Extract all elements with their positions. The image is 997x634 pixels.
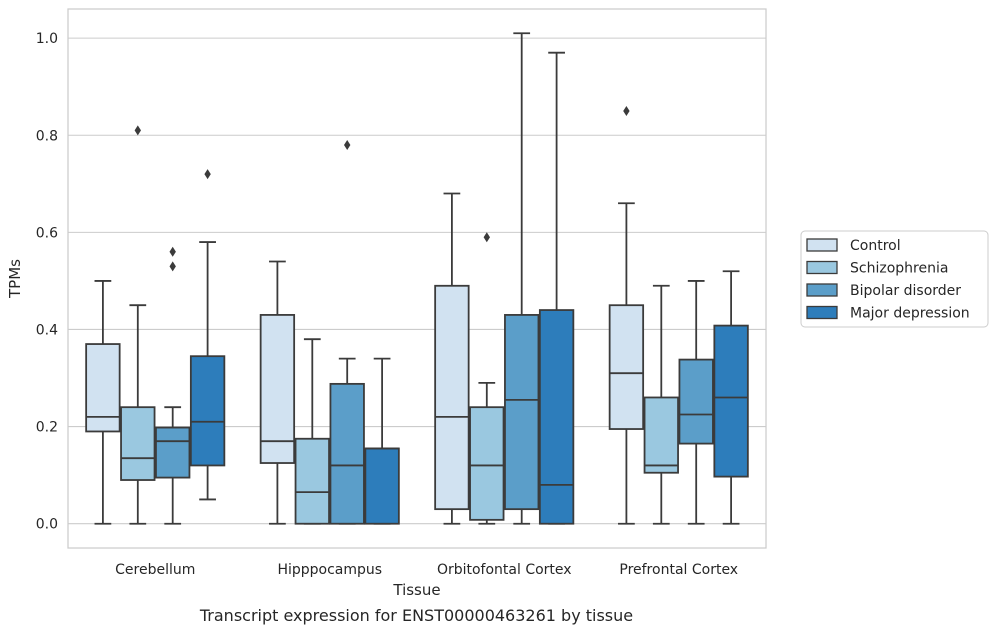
outlier-point [623,105,630,116]
x-tick-label: Orbitofontal Cortex [437,562,572,578]
box-iqr [85,343,121,433]
outlier-point [204,169,211,180]
box-iqr [678,358,714,445]
outlier-point [483,232,490,243]
legend-label: Control [850,238,901,254]
box-iqr [120,406,156,481]
legend-swatch [806,283,838,297]
box-control-orbitofontal-cortex [434,192,470,525]
y-tick-label: 0.6 [36,225,58,241]
box-iqr [364,447,400,525]
outlier-point [169,246,176,257]
box-iqr [469,406,505,521]
box-iqr [713,324,749,478]
box-iqr [329,382,365,525]
box-bipolar-disorder-hipppocampus [329,139,365,525]
x-tick-labels: Cerebellum Hipppocampus Orbitofontal Corte… [115,562,738,578]
y-tick-label: 0.2 [36,420,58,436]
box-control-hipppocampus [259,260,296,525]
y-axis-label: TPMs [6,259,24,299]
box-schizophrenia-prefrontal-cortex [643,284,679,525]
box-iqr [259,314,296,464]
gridlines [68,37,766,525]
box-major-depression-prefrontal-cortex [713,270,749,525]
box-iqr [294,437,330,525]
legend-label: Schizophrenia [850,261,948,277]
y-tick-label: 1.0 [36,31,58,47]
box-bipolar-disorder-cerebellum [155,246,191,525]
box-iqr [189,355,226,467]
outlier-point [134,125,141,136]
outlier-point [344,139,351,150]
box-iqr [643,396,679,474]
plot-frame [67,8,767,549]
box-major-depression-hipppocampus [364,357,400,525]
outlier-point [169,261,176,272]
legend-swatch [806,260,838,275]
box-iqr [538,309,575,525]
legend-swatch [806,238,838,252]
x-tick-label: Prefrontal Cortex [619,562,738,578]
legend-swatch [806,305,838,320]
x-axis-label: Tissue [392,581,440,599]
box-bipolar-disorder-orbitofontal-cortex [504,32,540,525]
x-tick-label: Hipppocampus [277,562,382,578]
chart-caption: Transcript expression for ENST0000046326… [199,606,634,625]
box-iqr [608,304,645,430]
legend-frame [800,230,989,328]
box-iqr [434,284,470,511]
legend-label: Bipolar disorder [850,283,961,299]
y-tick-labels: 0.0 0.2 0.4 0.6 0.8 1.0 [36,31,58,533]
box-schizophrenia-cerebellum [120,125,156,525]
legend: Control Schizophrenia Bipolar disorder Majo… [800,230,989,328]
y-tick-label: 0.8 [36,128,58,144]
box-major-depression-orbitofontal-cortex [538,51,575,525]
box-control-cerebellum [85,280,121,525]
x-tick-label: Cerebellum [115,562,195,578]
box-major-depression-cerebellum [189,169,226,501]
box-control-prefrontal-cortex [608,105,645,525]
box-iqr [155,426,191,479]
legend-label: Major depression [850,306,970,322]
y-tick-label: 0.0 [36,517,58,533]
y-tick-label: 0.4 [36,322,58,338]
box-schizophrenia-orbitofontal-cortex [469,232,505,525]
box-schizophrenia-hipppocampus [294,338,330,525]
box-iqr [504,314,540,511]
box-layer [85,32,749,525]
box-bipolar-disorder-prefrontal-cortex [678,280,714,525]
